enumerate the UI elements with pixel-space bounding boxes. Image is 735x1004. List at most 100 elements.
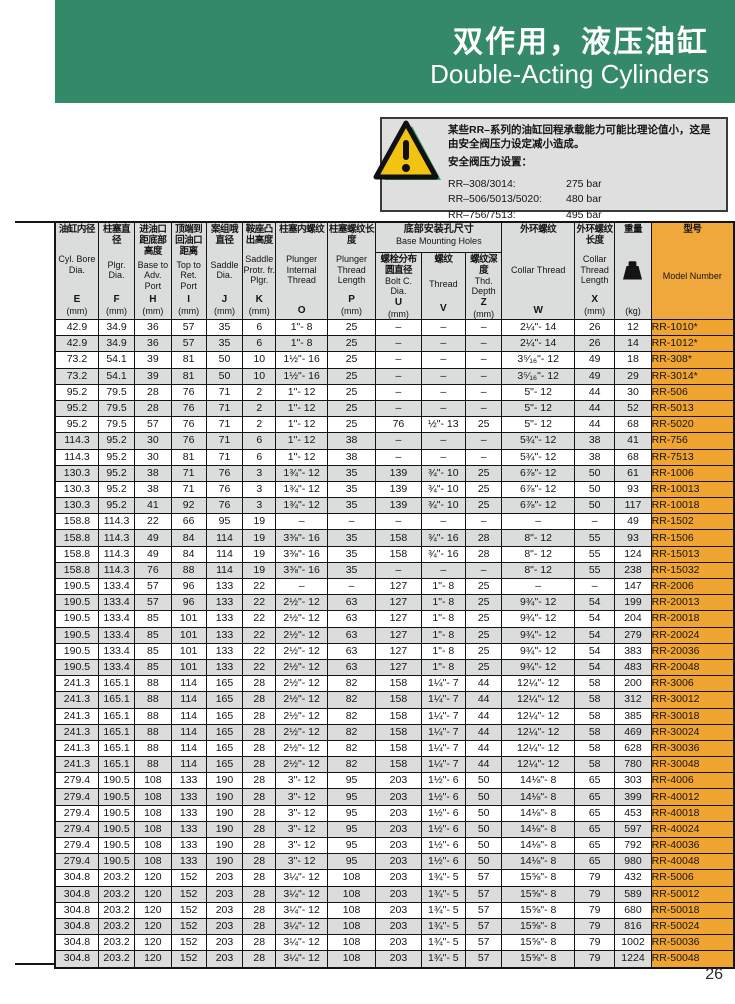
spec-cell: 54 <box>573 594 616 612</box>
model-cell: RR-40048 <box>650 853 735 871</box>
spec-cell: 1"- 12 <box>275 416 328 434</box>
pressure-setting-row: RR–756/7513: 495 bar <box>448 208 720 224</box>
model-cell: RR-50024 <box>650 917 735 936</box>
column-header-zh: 鞍座凸出高度 <box>245 224 274 246</box>
column-letter: E <box>73 294 81 305</box>
column-header-J: 案组哦直径 Saddle Dia. J (mm) <box>205 221 244 320</box>
spec-cell: 82 <box>326 691 377 709</box>
spec-cell: 12¼"- 12 <box>501 675 575 693</box>
spec-cell: – <box>420 367 467 385</box>
spec-cell: 3"- 12 <box>275 772 328 790</box>
spec-cell: 25 <box>326 416 377 434</box>
spec-cell: 200 <box>614 675 652 693</box>
spec-cell: 95 <box>326 820 377 839</box>
column-header-en: Thread <box>429 278 458 289</box>
spec-cell: 3"- 12 <box>275 820 328 839</box>
spec-cell: 19 <box>242 513 277 531</box>
spec-cell: 1"- 8 <box>275 318 328 337</box>
spec-cell: 101 <box>170 610 207 628</box>
spec-cell: 241.3 <box>54 723 99 741</box>
column-letter: K <box>255 294 263 305</box>
column-header-zh: 螺纹 <box>434 253 453 265</box>
spec-cell: 2¼"- 14 <box>501 335 575 353</box>
spec-cell: 84 <box>170 529 207 547</box>
spec-cell: 28 <box>242 853 277 871</box>
column-header-zh: 柱塞直径 <box>103 224 131 246</box>
spec-cell: – <box>375 383 422 401</box>
column-header-en: Saddle Protr. fr. Plgr. <box>243 254 275 286</box>
model-cell: RR-2006 <box>650 577 735 596</box>
spec-cell: 203 <box>375 869 422 887</box>
spec-cell: 44 <box>465 756 503 774</box>
spec-cell: 1¾"- 5 <box>420 917 467 936</box>
spec-cell: – <box>465 561 503 580</box>
spec-cell: – <box>465 383 503 401</box>
spec-cell: 108 <box>134 804 172 822</box>
spec-cell: 50 <box>205 367 244 385</box>
spec-cell: 2½"- 12 <box>275 642 328 660</box>
spec-cell: 158 <box>375 675 422 693</box>
spec-cell: 190.5 <box>54 642 99 660</box>
model-cell: RR-20018 <box>650 610 735 628</box>
column-letter: I <box>187 294 191 305</box>
spec-cell: 88 <box>134 707 172 725</box>
spec-cell: 469 <box>614 723 652 741</box>
column-header-en: Plgr. Dia. <box>107 259 126 281</box>
spec-cell: 76 <box>170 383 207 401</box>
table-row: 95.2 79.5 57 76 71 2 1"- 12 25 76 ½"- 13 25 5"- 12 4… <box>54 416 735 434</box>
spec-cell: 25 <box>326 399 377 418</box>
spec-cell: 25 <box>465 464 503 482</box>
spec-cell: 3 <box>242 497 277 515</box>
spec-cell: 50 <box>465 820 503 839</box>
spec-cell: 19 <box>242 529 277 547</box>
spec-cell: 88 <box>134 723 172 741</box>
spec-cell: 6 <box>242 335 277 353</box>
spec-cell: 95 <box>205 513 244 531</box>
spec-cell: 114 <box>170 723 207 741</box>
spec-cell: 165.1 <box>97 675 136 693</box>
table-row: 130.3 95.2 41 92 76 3 1¾"- 12 35 139 ¾"- 10 25 6⅞"-… <box>54 497 735 515</box>
spec-cell: 3¼"- 12 <box>275 917 328 936</box>
spec-cell: 190.5 <box>54 658 99 677</box>
spec-cell: – <box>573 513 616 531</box>
spec-cell: 147 <box>614 577 652 596</box>
spec-cell: 158.8 <box>54 529 99 547</box>
spec-cell: 114 <box>170 739 207 758</box>
spec-cell: 50 <box>573 480 616 499</box>
spec-cell: 95 <box>326 788 377 806</box>
spec-cell: – <box>501 513 575 531</box>
spec-cell: 6 <box>242 448 277 466</box>
spec-cell: 1"- 8 <box>275 335 328 353</box>
spec-cell: 57 <box>465 950 503 968</box>
spec-cell: 44 <box>465 675 503 693</box>
spec-cell: 57 <box>465 885 503 903</box>
table-row: 158.8 114.3 22 66 95 19– – – – – – –49 RR-1502 <box>54 513 735 531</box>
spec-cell: 82 <box>326 723 377 741</box>
spec-cell: 28 <box>242 820 277 839</box>
spec-cell: – <box>375 318 422 337</box>
spec-cell: – <box>326 513 377 531</box>
spec-cell: – <box>420 513 467 531</box>
spec-cell: 453 <box>614 804 652 822</box>
base-mounting-holes-group-header: 底部安装孔尺寸 Base Mounting Holes <box>375 221 503 253</box>
spec-cell: ¾"- 10 <box>420 480 467 499</box>
spec-cell: 1¾"- 12 <box>275 464 328 482</box>
column-header-Z: 螺纹深度 Thd. Depth Z (mm) <box>465 251 503 321</box>
spec-cell: 279.4 <box>54 804 99 822</box>
spec-cell: 6⅞"- 12 <box>501 480 575 499</box>
column-header-en: Base to Adv. Port <box>137 259 169 291</box>
spec-cell: 57 <box>465 869 503 887</box>
spec-cell: 1"- 12 <box>275 399 328 418</box>
spec-cell: 19 <box>242 561 277 580</box>
spec-cell: 50 <box>465 853 503 871</box>
spec-cell: 15⅝"- 8 <box>501 885 575 903</box>
spec-cell: 35 <box>326 561 377 580</box>
spec-cell: 238 <box>614 561 652 580</box>
model-cell: RR-3006 <box>650 675 735 693</box>
model-cell: RR-10018 <box>650 497 735 515</box>
spec-cell: ¾"- 10 <box>420 464 467 482</box>
spec-cell: 25 <box>465 626 503 644</box>
spec-cell: 1224 <box>614 950 652 968</box>
spec-cell: 49 <box>134 545 172 563</box>
spec-cell: 399 <box>614 788 652 806</box>
